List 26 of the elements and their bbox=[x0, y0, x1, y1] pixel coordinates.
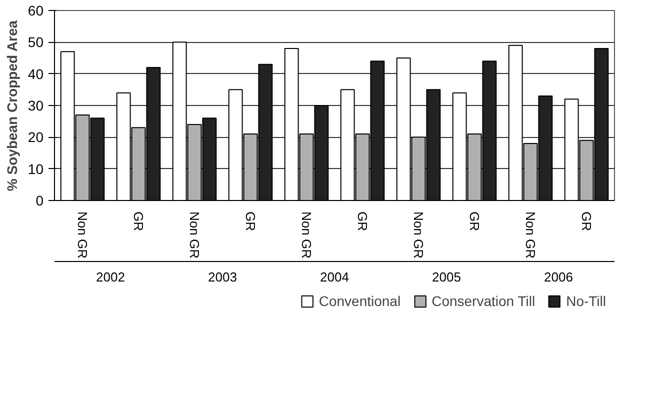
x-tick-label: Non GR bbox=[75, 212, 90, 258]
legend-label: No-Till bbox=[566, 293, 606, 309]
legend-label: Conservation Till bbox=[432, 293, 536, 309]
text: 2005 bbox=[432, 270, 461, 284]
y-tick-label: 60 bbox=[28, 2, 44, 18]
y-tick-label: 50 bbox=[28, 34, 44, 50]
text: 2004 bbox=[320, 270, 349, 284]
x-tick-label: GR bbox=[579, 212, 594, 231]
text: 2002 bbox=[96, 270, 125, 284]
y-tick-label: 40 bbox=[28, 66, 44, 82]
x-tick-label: Non GR bbox=[523, 212, 538, 258]
y-tick-label: 30 bbox=[28, 98, 44, 114]
x-tick-label: Non GR bbox=[299, 212, 314, 258]
x-tick-label: GR bbox=[243, 212, 258, 231]
x-tick-label: Non GR bbox=[411, 212, 426, 258]
y-tick-label: 0 bbox=[36, 192, 44, 208]
y-tick-label: 10 bbox=[28, 160, 44, 177]
legend-label: Conventional bbox=[318, 293, 401, 309]
text: 2003 bbox=[208, 270, 237, 284]
y-axis-title: % Soybean Cropped Area bbox=[4, 20, 20, 192]
x-tick-label: GR bbox=[131, 212, 146, 231]
text: 2006 bbox=[544, 270, 573, 284]
x-tick-label: GR bbox=[355, 212, 370, 231]
y-tick-label: 20 bbox=[28, 129, 44, 146]
x-tick-label: Non GR bbox=[187, 212, 202, 258]
x-tick-label: GR bbox=[467, 212, 482, 231]
